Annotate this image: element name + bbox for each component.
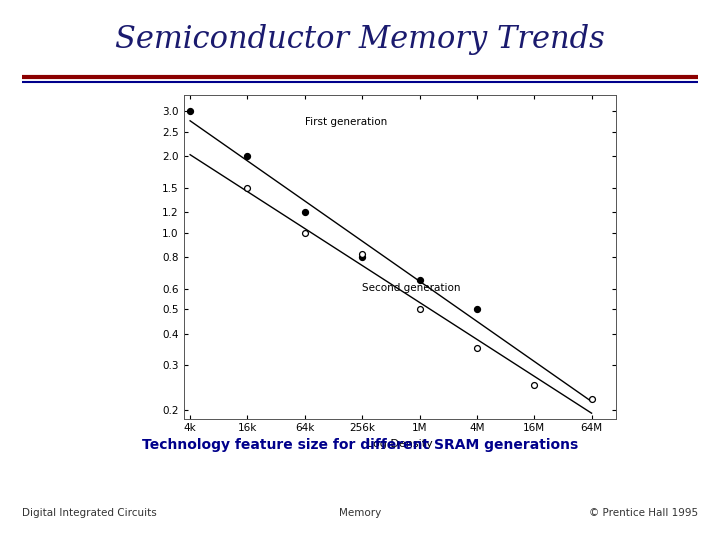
Point [528,381,540,390]
Point [586,395,598,404]
Point [242,152,253,160]
Text: First generation: First generation [305,117,387,127]
Point [471,344,482,353]
Text: © Prentice Hall 1995: © Prentice Hall 1995 [589,508,698,518]
Point [184,107,196,116]
Text: Technology feature size for different SRAM generations: Technology feature size for different SR… [142,438,578,453]
Point [414,276,426,285]
Text: Memory: Memory [339,508,381,518]
Text: Second generation: Second generation [362,282,461,293]
Text: Digital Integrated Circuits: Digital Integrated Circuits [22,508,156,518]
Point [414,305,426,313]
Text: Semiconductor Memory Trends: Semiconductor Memory Trends [115,24,605,55]
Point [299,228,310,237]
Point [471,305,482,313]
Point [299,208,310,217]
Point [356,253,368,261]
X-axis label: Log Density: Log Density [366,439,433,449]
Point [356,250,368,259]
Point [242,184,253,192]
